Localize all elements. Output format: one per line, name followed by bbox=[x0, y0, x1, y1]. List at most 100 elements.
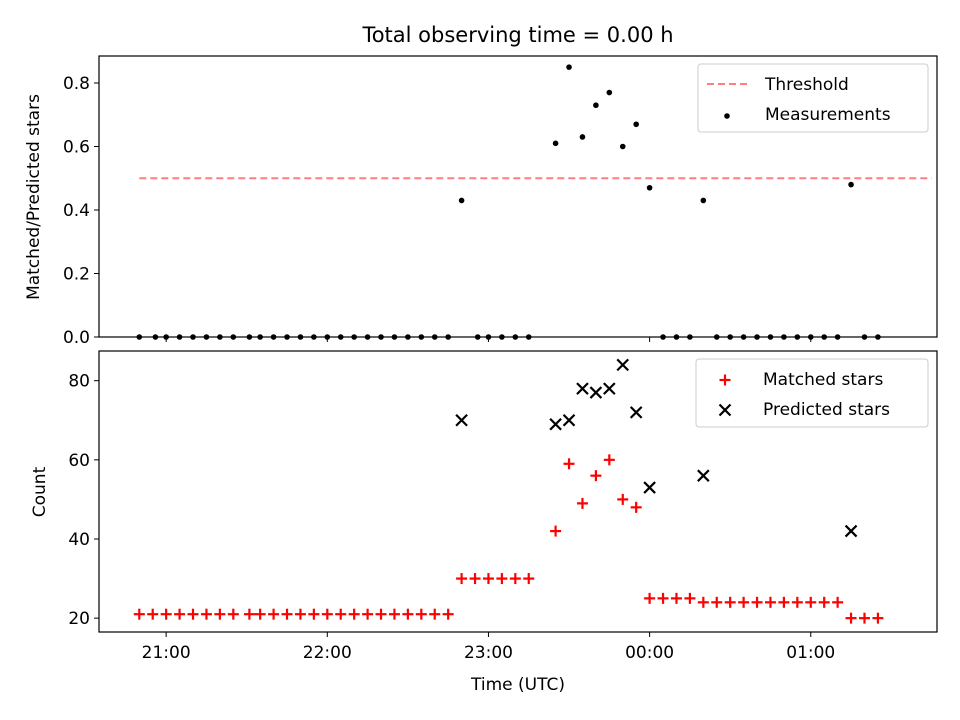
measurement-point bbox=[324, 334, 331, 340]
measurement-point bbox=[512, 334, 519, 340]
matched-star-marker bbox=[321, 608, 333, 620]
predicted-star-marker-b bbox=[643, 481, 656, 494]
bottom-legend: Matched stars Predicted stars bbox=[695, 358, 929, 428]
predicted-star-marker-b bbox=[844, 524, 858, 538]
measurement-point bbox=[217, 334, 223, 340]
bottom-x-ticks: 21:00 22:00 23:00 00:00 01:00 bbox=[142, 632, 835, 663]
matched-star-marker bbox=[496, 573, 508, 585]
measurement-point bbox=[230, 334, 237, 340]
measurement-point bbox=[474, 334, 481, 340]
predicted-star-marker-b bbox=[549, 417, 562, 431]
matched-star-marker bbox=[268, 608, 280, 620]
matched-star-marker bbox=[630, 501, 642, 513]
predicted-star-marker-b bbox=[576, 382, 589, 395]
matched-star-marker bbox=[174, 608, 186, 620]
measurement-point bbox=[875, 334, 881, 340]
matched-star-marker bbox=[751, 596, 763, 608]
bottom-series bbox=[133, 358, 884, 624]
bottom-y-tick-label: 40 bbox=[68, 530, 90, 550]
measurement-point bbox=[152, 334, 159, 340]
measurement-point bbox=[445, 334, 451, 340]
matched-star-marker bbox=[348, 608, 360, 620]
matched-star-marker bbox=[227, 608, 239, 620]
matched-star-marker bbox=[617, 493, 629, 505]
top-panel: 0.00.20.40.60.8 Matched/Predicted stars … bbox=[24, 55, 938, 348]
matched-star-marker bbox=[482, 573, 494, 585]
measurement-point bbox=[673, 334, 680, 340]
matched-star-marker bbox=[644, 592, 656, 604]
bottom-y-tick-label: 20 bbox=[68, 609, 90, 629]
top-y-tick-label: 0.6 bbox=[63, 137, 90, 157]
bottom-x-tick-label: 01:00 bbox=[786, 643, 835, 663]
matched-star-marker bbox=[469, 573, 481, 585]
top-y-tick-label: 0.2 bbox=[63, 264, 90, 284]
measurement-point bbox=[418, 334, 425, 340]
matched-star-marker bbox=[281, 608, 293, 620]
matched-star-marker bbox=[200, 608, 212, 620]
measurement-point bbox=[781, 334, 787, 340]
measurement-point bbox=[284, 334, 290, 340]
measurement-point bbox=[767, 334, 774, 340]
matched-star-marker bbox=[603, 454, 615, 466]
predicted-star-marker-b bbox=[603, 382, 616, 395]
measurement-point bbox=[337, 334, 344, 340]
bottom-legend-frame bbox=[695, 358, 929, 428]
matched-star-marker bbox=[509, 573, 521, 585]
matched-star-marker bbox=[711, 596, 723, 608]
predicted-star-marker bbox=[562, 413, 576, 427]
matched-star-marker bbox=[335, 608, 347, 620]
measurement-point bbox=[458, 197, 465, 204]
measurement-point bbox=[391, 334, 398, 340]
predicted-star-marker bbox=[643, 481, 656, 494]
matched-star-marker bbox=[805, 596, 817, 608]
measurement-point bbox=[821, 334, 827, 340]
measurement-point bbox=[552, 140, 559, 147]
predicted-star-marker bbox=[616, 358, 630, 372]
matched-star-marker bbox=[778, 596, 790, 608]
measurement-point bbox=[203, 334, 210, 340]
legend-measurements-swatch bbox=[724, 113, 730, 119]
predicted-star-marker bbox=[576, 382, 589, 395]
measurement-point bbox=[834, 334, 841, 340]
measurement-point bbox=[405, 334, 411, 340]
bottom-y-tick-label: 60 bbox=[68, 451, 90, 471]
matched-star-marker bbox=[214, 608, 226, 620]
legend-matched-swatch bbox=[719, 374, 731, 386]
measurement-point bbox=[176, 334, 183, 340]
measurement-point bbox=[297, 334, 304, 340]
legend-threshold-label: Threshold bbox=[764, 75, 849, 95]
legend-matched-label: Matched stars bbox=[763, 370, 883, 390]
predicted-star-marker bbox=[603, 382, 616, 395]
matched-star-marker bbox=[738, 596, 750, 608]
measurement-point bbox=[351, 334, 357, 340]
matched-star-marker bbox=[872, 612, 884, 624]
measurement-point bbox=[861, 334, 868, 340]
predicted-star-marker-b bbox=[697, 469, 710, 482]
measurement-point bbox=[364, 334, 371, 340]
measurement-point bbox=[619, 143, 626, 150]
matched-star-marker bbox=[362, 608, 374, 620]
matched-star-marker bbox=[657, 592, 669, 604]
matched-star-marker bbox=[563, 458, 575, 470]
measurement-point bbox=[687, 334, 693, 340]
bottom-axes-frame bbox=[98, 350, 938, 633]
bottom-x-tick-label: 00:00 bbox=[625, 643, 674, 663]
measurement-point bbox=[579, 134, 586, 140]
predicted-star-marker bbox=[455, 413, 468, 427]
legend-x-marker-b bbox=[718, 403, 732, 417]
measurement-point bbox=[713, 334, 720, 340]
predicted-star-marker bbox=[589, 386, 603, 399]
chart-title: Total observing time = 0.00 h bbox=[361, 23, 673, 47]
measurement-point bbox=[431, 334, 438, 340]
matched-star-marker bbox=[160, 608, 172, 620]
measurement-point bbox=[794, 334, 801, 340]
predicted-star-marker-b bbox=[562, 413, 576, 427]
legend-measurements-label: Measurements bbox=[765, 105, 891, 125]
legend-plus-marker bbox=[719, 374, 731, 386]
predicted-star-marker bbox=[629, 406, 643, 419]
measurement-point bbox=[660, 334, 666, 340]
matched-star-marker bbox=[415, 608, 427, 620]
measurement-point bbox=[246, 334, 253, 340]
matched-star-marker bbox=[684, 592, 696, 604]
